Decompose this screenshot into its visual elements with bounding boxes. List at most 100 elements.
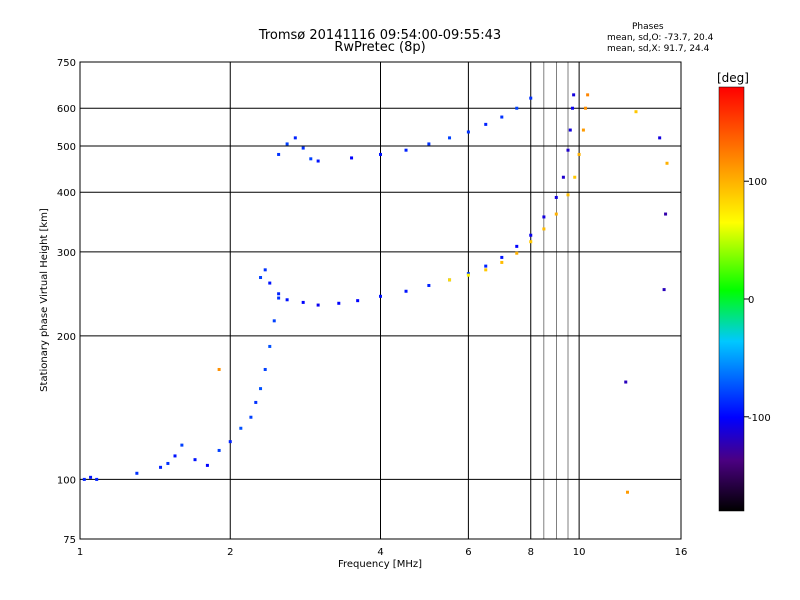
data-point — [263, 367, 267, 371]
data-point — [301, 146, 305, 150]
x-tick-label: 10 — [573, 547, 586, 558]
data-point — [427, 283, 431, 287]
gridlines — [80, 62, 681, 539]
y-tick-label: 400 — [57, 188, 76, 199]
data-point — [665, 161, 669, 165]
data-point — [301, 300, 305, 304]
y-tick-label: 75 — [63, 535, 76, 546]
data-point — [95, 477, 99, 481]
data-point — [466, 272, 470, 276]
data-point — [662, 288, 666, 292]
data-point — [448, 136, 452, 140]
x-tick-label: 2 — [227, 547, 233, 558]
data-point — [586, 93, 590, 97]
data-point — [254, 400, 258, 404]
data-point — [542, 227, 546, 231]
data-point — [268, 344, 272, 348]
data-point — [664, 212, 668, 216]
data-point — [484, 268, 488, 272]
data-point — [193, 458, 197, 462]
y-tick-label: 500 — [57, 142, 76, 153]
colorbar-tick-label: 100 — [748, 177, 767, 188]
data-point — [554, 212, 558, 216]
colorbar-tick-label: -100 — [748, 413, 771, 424]
data-point — [624, 380, 628, 384]
data-point — [466, 130, 470, 134]
data-point — [89, 475, 93, 479]
data-point — [159, 465, 163, 469]
data-point — [337, 301, 341, 305]
data-point — [356, 299, 360, 303]
data-point — [309, 157, 313, 161]
data-point — [285, 298, 289, 302]
data-point — [581, 128, 585, 132]
y-tick-label: 750 — [57, 58, 76, 69]
data-point — [379, 152, 382, 156]
chart-title-line1: Tromsø 20141116 09:54:00-09:55:43 — [258, 28, 502, 43]
data-point — [404, 148, 408, 152]
data-point — [500, 260, 504, 264]
data-point — [568, 128, 572, 132]
data-point — [515, 106, 519, 110]
data-point — [634, 110, 638, 114]
data-point — [268, 281, 272, 285]
data-point — [529, 240, 533, 244]
data-point — [217, 367, 221, 371]
data-point — [82, 477, 86, 481]
y-axis-ticks: 75 100 200 300 400 500 600 750 — [57, 58, 76, 546]
legend-stat-o: mean, sd,O: -73.7, 20.4 — [607, 33, 714, 43]
colorbar — [718, 86, 745, 512]
data-point — [205, 463, 209, 467]
data-point — [584, 106, 588, 110]
data-point — [561, 175, 565, 179]
data-point — [427, 142, 431, 146]
data-point — [239, 426, 243, 430]
data-point — [135, 471, 139, 475]
y-tick-label: 100 — [57, 475, 76, 486]
data-point — [277, 292, 281, 296]
data-point — [180, 443, 184, 447]
data-point — [484, 122, 488, 126]
x-tick-label: 8 — [528, 547, 534, 558]
x-tick-label: 1 — [77, 547, 83, 558]
data-point — [566, 148, 570, 152]
data-point — [277, 296, 281, 300]
data-point — [316, 303, 320, 307]
data-point — [404, 289, 408, 293]
data-point — [573, 175, 577, 179]
data-point — [173, 454, 177, 458]
y-tick-label: 300 — [57, 248, 76, 259]
data-point — [263, 268, 267, 272]
scatter-points — [82, 93, 669, 494]
data-point — [529, 96, 533, 100]
data-point — [572, 93, 576, 97]
data-point — [566, 193, 570, 197]
data-point — [500, 255, 504, 259]
data-point — [658, 136, 662, 140]
data-point — [515, 244, 519, 248]
data-point — [466, 273, 470, 277]
data-point — [554, 195, 558, 199]
y-axis-label: Stationary phase Virtual Height [km] — [39, 208, 50, 392]
data-point — [285, 142, 289, 146]
data-point — [166, 461, 170, 465]
data-point — [448, 278, 452, 282]
legend-stat-x: mean, sd,X: 91.7, 24.4 — [607, 44, 710, 54]
data-point — [277, 152, 281, 156]
data-point — [272, 319, 276, 323]
x-axis-label: Frequency [MHz] — [338, 559, 422, 570]
data-point — [515, 251, 519, 255]
colorbar-label: [deg] — [717, 71, 749, 85]
data-point — [625, 490, 629, 494]
data-point — [217, 448, 221, 452]
data-point — [228, 440, 232, 444]
x-tick-label: 4 — [377, 547, 383, 558]
data-point — [571, 106, 575, 110]
y-tick-label: 200 — [57, 332, 76, 343]
data-point — [542, 215, 546, 219]
legend-heading: Phases — [632, 22, 664, 32]
data-point — [529, 233, 533, 237]
chart-title-line2: RwPretec (8p) — [334, 40, 426, 55]
plot-frame — [79, 61, 682, 540]
data-point — [379, 294, 382, 298]
